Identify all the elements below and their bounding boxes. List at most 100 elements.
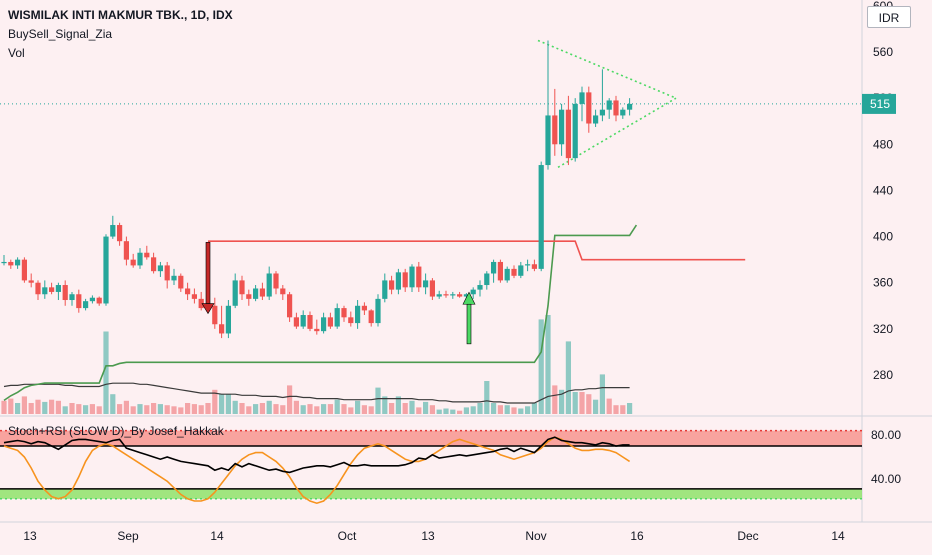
time-tick-label: 14 — [831, 529, 845, 543]
candle-body — [198, 298, 204, 309]
volume-bar — [429, 405, 435, 414]
candle-body — [219, 324, 225, 334]
candle-body — [450, 294, 456, 296]
candle-body — [89, 297, 95, 302]
triangle-upper-trendline — [537, 39, 677, 99]
volume-bar — [599, 374, 605, 414]
volume-bar — [232, 400, 238, 414]
buy-signal-arrow-shaft — [466, 303, 472, 345]
volume-bar — [538, 319, 544, 414]
candle-body — [321, 317, 327, 332]
volume-bar — [348, 407, 354, 414]
candle-body — [606, 100, 612, 110]
volume-bar — [28, 403, 34, 414]
volume-ma-line — [3, 382, 630, 404]
candle-body — [21, 259, 27, 281]
candle-body — [83, 301, 89, 309]
candle-body — [504, 268, 510, 281]
candle-body — [389, 280, 395, 290]
volume-bar — [382, 396, 388, 414]
volume-bar — [205, 403, 211, 414]
candle-body — [361, 305, 367, 311]
volume-bar — [504, 405, 510, 414]
volume-bar — [416, 407, 422, 414]
candle-body — [144, 252, 150, 258]
volume-bar — [69, 403, 75, 414]
candle-body — [110, 225, 116, 237]
volume-bar — [457, 410, 463, 414]
candle-body — [55, 285, 61, 292]
candle-body — [266, 273, 272, 297]
candle-body — [463, 294, 469, 297]
price-tick-label: 560 — [873, 45, 893, 59]
candle-body — [375, 298, 381, 324]
candle-body — [525, 264, 531, 266]
candle-body — [327, 317, 333, 327]
candle-body — [429, 280, 435, 297]
candle-body — [368, 310, 374, 324]
candle-body — [477, 285, 483, 290]
candle-body — [171, 275, 177, 281]
candle-body — [572, 103, 578, 159]
candle-body — [76, 294, 82, 309]
volume-bar — [361, 405, 367, 414]
overbought-band — [0, 430, 862, 446]
candle-body — [470, 289, 476, 295]
candle-body — [117, 225, 123, 242]
volume-bar — [280, 405, 286, 414]
oversold-band — [0, 488, 862, 499]
candle-body — [565, 109, 571, 159]
volume-bar — [579, 392, 585, 414]
volume-bar — [83, 405, 89, 414]
volume-bar — [42, 401, 48, 414]
volume-bar — [402, 403, 408, 414]
candle-body — [613, 100, 619, 116]
candle-body — [35, 282, 41, 295]
time-tick-label: 14 — [210, 529, 224, 543]
price-tick-label: 280 — [873, 368, 893, 382]
candle-body — [103, 236, 109, 304]
volume-bar — [130, 406, 136, 414]
candle-body — [593, 115, 599, 124]
candle-body — [293, 317, 299, 327]
time-tick-label: Nov — [525, 529, 546, 543]
volume-bar — [552, 385, 558, 414]
candle-body — [280, 288, 286, 295]
volume-bar — [389, 403, 395, 414]
last-price-label: 515 — [870, 97, 890, 111]
candle-body — [225, 305, 231, 334]
volume-bar — [436, 409, 442, 414]
volume-bar — [321, 404, 327, 414]
oscillator-tick-label: 40.00 — [871, 472, 901, 486]
currency-badge[interactable]: IDR — [867, 6, 911, 28]
volume-bar — [266, 400, 272, 414]
price-tick-label: 320 — [873, 322, 893, 336]
volume-bar — [212, 389, 218, 414]
time-tick-label: 13 — [421, 529, 435, 543]
volume-bar — [409, 400, 415, 414]
volume-bar — [137, 404, 143, 414]
symbol-title[interactable]: WISMILAK INTI MAKMUR TBK., 1D, IDX — [8, 8, 233, 22]
candle-body — [15, 259, 21, 266]
volume-bar — [484, 381, 490, 414]
candle-body — [457, 294, 463, 297]
candle-body — [423, 280, 429, 288]
candle-body — [314, 328, 320, 332]
indicator-legend[interactable]: BuySell_Signal_Zia — [8, 27, 113, 41]
volume-bar — [219, 394, 225, 414]
oscillator-legend[interactable]: Stoch+RSI (SLOW D)_By Josef_Hakkak — [8, 424, 224, 438]
candle-body — [491, 261, 497, 274]
candle-body — [395, 272, 401, 290]
volume-bar — [49, 399, 55, 414]
candle-body — [348, 317, 354, 324]
volume-bar — [239, 403, 245, 414]
volume-bar — [273, 404, 279, 414]
volume-legend[interactable]: Vol — [8, 46, 25, 60]
candle-body — [443, 294, 449, 296]
volume-bar — [545, 315, 551, 414]
volume-bar — [314, 406, 320, 414]
candle-body — [497, 261, 503, 281]
candle-body — [436, 294, 442, 297]
